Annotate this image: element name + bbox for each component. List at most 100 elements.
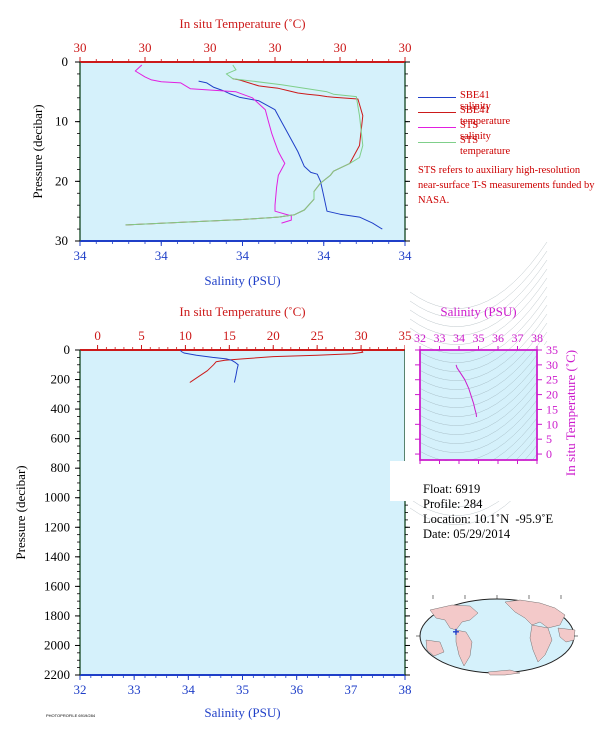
- ts-density-contour: [409, 277, 548, 345]
- ts-right-tick-label: 15: [546, 402, 558, 416]
- ts-right-tick-label: 25: [546, 373, 558, 387]
- lower-top-tick-label: 20: [267, 328, 280, 343]
- sts-note: STS refers to auxiliary high-resolution …: [418, 165, 595, 206]
- ts-density-contour: [409, 295, 548, 363]
- upper-bottom-tick-label: 34: [399, 248, 413, 263]
- ts-density-contour: [409, 394, 548, 462]
- ts-density-contour: [409, 367, 548, 435]
- lower-y-tick-label: 2200: [44, 667, 70, 682]
- lower-y-tick-label: 600: [51, 431, 71, 446]
- ts-top-axis-title: Salinity (PSU): [440, 304, 516, 319]
- ts-top-tick-label: 38: [531, 331, 543, 345]
- ts-clip-bottom: [390, 461, 560, 501]
- ts-density-contour: [409, 304, 548, 372]
- ts-density-contour: [409, 358, 548, 426]
- ts-right-tick-label: 5: [546, 432, 552, 446]
- lower-top-tick-label: 5: [138, 328, 145, 343]
- lower-top-tick-label: 30: [355, 328, 368, 343]
- legend-swatch-sbe41-salinity: [418, 97, 456, 98]
- float-value: 6919: [455, 482, 481, 496]
- lower-y-tick-label: 2000: [44, 637, 70, 652]
- date-label: Date:: [423, 527, 451, 541]
- ts-right-tick-label: 20: [546, 388, 558, 402]
- upper-bottom-tick-label: 34: [317, 248, 331, 263]
- lower-series-0: [189, 349, 364, 383]
- upper-bottom-tick-label: 34: [236, 248, 250, 263]
- upper-y-tick-label: 30: [55, 233, 68, 248]
- lower-top-tick-label: 0: [94, 328, 101, 343]
- upper-series-2: [134, 64, 292, 224]
- upper-bottom-tick-label: 34: [74, 248, 88, 263]
- lower-top-tick-label: 25: [311, 328, 324, 343]
- legend-label: SBE41 salinity: [460, 90, 491, 112]
- ts-density-contour: [409, 313, 548, 381]
- ts-top-tick-label: 32: [414, 331, 426, 345]
- upper-plot-area: [79, 61, 406, 242]
- lower-top-tick-label: 15: [223, 328, 236, 343]
- ts-top-tick-label: 36: [492, 331, 504, 345]
- ts-density-contour: [409, 331, 548, 399]
- ts-top-tick-label: 37: [512, 331, 524, 345]
- ts-density-contour: [409, 376, 548, 444]
- lower-y-tick-label: 1000: [44, 490, 70, 505]
- map-landmass: [504, 599, 566, 629]
- lower-bottom-tick-label: 34: [182, 682, 196, 697]
- upper-y-axis-title: Pressure (decibar): [30, 104, 45, 198]
- upper-bottom-tick-label: 34: [155, 248, 169, 263]
- upper-top-tick-label: 30: [269, 40, 282, 55]
- ts-density-contour: [409, 385, 548, 453]
- float-label: Float:: [423, 482, 453, 496]
- map-landmass: [557, 627, 576, 643]
- lower-y-tick-label: 1800: [44, 608, 70, 623]
- profile-value: 284: [463, 497, 483, 511]
- legend-swatch-sts-salinity: [418, 127, 456, 128]
- legend-label: STS salinity: [460, 120, 491, 142]
- lower-series-1: [179, 349, 239, 383]
- float-line: Float: 6919: [423, 482, 553, 497]
- ts-clip-right: [538, 345, 548, 465]
- float-info: Float: 6919 Profile: 284 Location: 10.1˚…: [423, 482, 553, 542]
- ts-clip-left: [405, 345, 419, 465]
- location-label: Location:: [423, 512, 471, 526]
- upper-y-tick-label: 10: [55, 114, 68, 129]
- ts-density-contour: [409, 322, 548, 390]
- ts-top-tick-label: 35: [473, 331, 485, 345]
- legend-label: SBE41 temperature: [460, 105, 511, 127]
- map-landmass: [425, 639, 445, 657]
- ts-right-tick-label: 10: [546, 417, 558, 431]
- lower-bottom-tick-label: 33: [128, 682, 141, 697]
- ts-density-contour: [409, 340, 548, 408]
- lower-y-tick-label: 1600: [44, 578, 70, 593]
- ts-density-contour: [409, 250, 548, 318]
- ts-density-contour: [409, 241, 548, 309]
- map-float-marker: [452, 628, 459, 635]
- lower-y-tick-label: 400: [51, 401, 71, 416]
- upper-y-tick-label: 20: [55, 173, 68, 188]
- ts-density-contour: [409, 268, 548, 336]
- footer-tag: PHOTOPROFILE 6919/284: [46, 713, 96, 718]
- legend-label: STS temperature: [460, 135, 511, 157]
- ts-right-tick-label: 0: [546, 447, 552, 461]
- lower-plot-area: [79, 349, 406, 676]
- lower-y-tick-label: 1200: [44, 519, 70, 534]
- lower-top-tick-label: 35: [399, 328, 412, 343]
- profile-line: Profile: 284: [423, 497, 553, 512]
- ts-top-tick-label: 33: [434, 331, 446, 345]
- upper-top-tick-label: 30: [139, 40, 152, 55]
- upper-top-tick-label: 30: [74, 40, 87, 55]
- ts-series-0: [455, 364, 477, 417]
- upper-bottom-axis-title: Salinity (PSU): [204, 273, 280, 288]
- lower-top-tick-label: 10: [179, 328, 192, 343]
- upper-top-tick-label: 30: [399, 40, 412, 55]
- ts-density-contour: [409, 259, 548, 327]
- lower-y-tick-label: 200: [51, 372, 71, 387]
- upper-series-3: [125, 64, 364, 226]
- map-landmass: [455, 629, 473, 667]
- ts-top-tick-label: 34: [453, 331, 465, 345]
- lower-bottom-tick-label: 35: [236, 682, 249, 697]
- upper-top-tick-label: 30: [204, 40, 217, 55]
- profile-label: Profile:: [423, 497, 461, 511]
- lower-y-tick-label: 1400: [44, 549, 70, 564]
- lower-y-tick-label: 800: [51, 460, 71, 475]
